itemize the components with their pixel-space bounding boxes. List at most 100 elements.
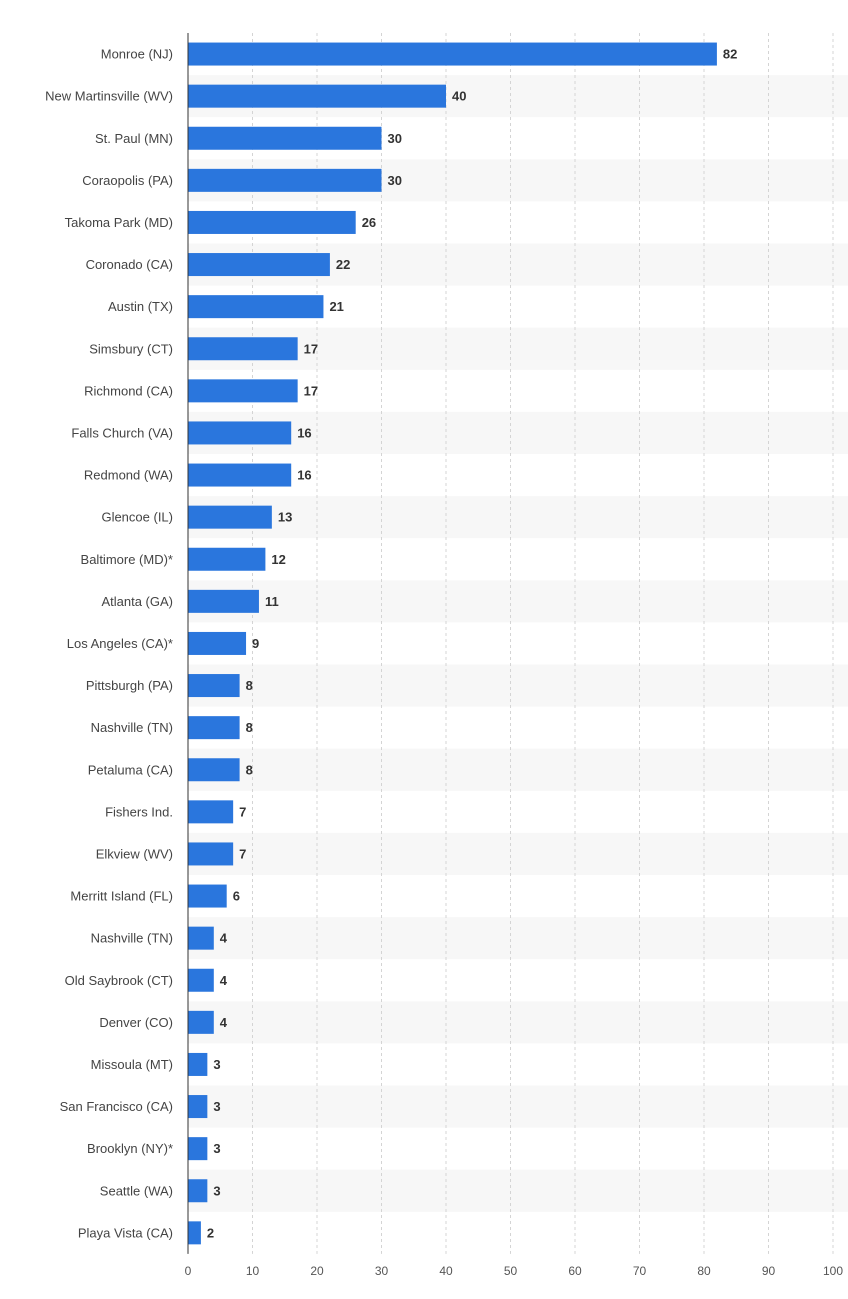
row-stripe (188, 580, 848, 623)
category-label: New Martinsville (WV) (45, 89, 173, 104)
value-labels: 82 40 30 30 26 22 21 17 17 16 16 13 12 11 9 8 8 8 7 7 6 4 4 4 3 3… (207, 47, 737, 1241)
bar (188, 421, 292, 445)
bar (188, 547, 266, 571)
value-label: 26 (362, 215, 376, 230)
category-label: Baltimore (MD)* (81, 552, 173, 567)
category-label: Playa Vista (CA) (78, 1225, 173, 1240)
category-label: Glencoe (IL) (101, 510, 173, 525)
row-stripe (188, 664, 848, 707)
value-label: 8 (246, 720, 253, 735)
row-stripe (188, 1085, 848, 1128)
value-label: 7 (239, 846, 246, 861)
row-stripe (188, 917, 848, 960)
bar (188, 968, 214, 992)
value-label: 7 (239, 804, 246, 819)
value-label: 11 (265, 594, 279, 609)
x-tick-label: 70 (633, 1264, 647, 1278)
category-label: Brooklyn (NY)* (87, 1141, 173, 1156)
bar (188, 1137, 208, 1161)
bar (188, 674, 240, 698)
row-stripe (188, 748, 848, 791)
x-tick-label: 20 (310, 1264, 324, 1278)
category-label: Monroe (NJ) (101, 47, 173, 62)
value-label: 30 (388, 131, 402, 146)
bar (188, 926, 214, 950)
bar (188, 42, 717, 66)
value-label: 16 (297, 468, 311, 483)
row-stripes (188, 75, 848, 1212)
value-label: 21 (329, 299, 343, 314)
value-label: 8 (246, 762, 253, 777)
x-tick-label: 30 (375, 1264, 389, 1278)
value-label: 3 (213, 1183, 220, 1198)
bar (188, 379, 298, 403)
value-label: 17 (304, 341, 318, 356)
x-tick-label: 50 (504, 1264, 518, 1278)
x-axis-ticks: 0 10 20 30 40 50 60 70 80 90 100 (185, 1264, 844, 1278)
value-label: 16 (297, 425, 311, 440)
category-label: St. Paul (MN) (95, 131, 173, 146)
category-label: Old Saybrook (CT) (65, 973, 173, 988)
x-tick-label: 0 (185, 1264, 192, 1278)
value-label: 8 (246, 678, 253, 693)
category-label: Nashville (TN) (91, 931, 173, 946)
bar (188, 84, 446, 108)
bar (188, 505, 272, 529)
bar (188, 1010, 214, 1034)
bar (188, 295, 324, 319)
x-tick-label: 60 (568, 1264, 582, 1278)
x-tick-label: 40 (439, 1264, 453, 1278)
row-stripe (188, 1169, 848, 1212)
value-label: 3 (213, 1057, 220, 1072)
value-label: 4 (220, 1015, 228, 1030)
category-label: Takoma Park (MD) (65, 215, 173, 230)
category-label: Denver (CO) (99, 1015, 173, 1030)
bar (188, 1179, 208, 1203)
value-label: 2 (207, 1225, 214, 1240)
bar (188, 842, 234, 866)
category-label: Nashville (TN) (91, 720, 173, 735)
value-label: 22 (336, 257, 350, 272)
category-label: Redmond (WA) (84, 468, 173, 483)
value-label: 82 (723, 47, 737, 62)
value-label: 9 (252, 636, 259, 651)
category-label: Petaluma (CA) (88, 762, 173, 777)
row-stripe (188, 327, 848, 370)
value-label: 6 (233, 889, 240, 904)
category-labels: Monroe (NJ) New Martinsville (WV) St. Paul… (45, 47, 173, 1241)
value-label: 40 (452, 89, 466, 104)
value-label: 3 (213, 1141, 220, 1156)
category-label: Missoula (MT) (91, 1057, 173, 1072)
category-label: Merritt Island (FL) (70, 889, 173, 904)
bar (188, 1095, 208, 1119)
row-stripe (188, 1001, 848, 1044)
value-label: 30 (388, 173, 402, 188)
category-label: Simsbury (CT) (89, 341, 173, 356)
bar (188, 210, 356, 234)
value-label: 4 (220, 973, 228, 988)
bar (188, 631, 247, 655)
bar (188, 126, 382, 150)
category-label: Coraopolis (PA) (82, 173, 173, 188)
category-label: Richmond (CA) (84, 383, 173, 398)
bar (188, 337, 298, 361)
category-label: Austin (TX) (108, 299, 173, 314)
bar (188, 884, 227, 908)
value-label: 17 (304, 383, 318, 398)
category-label: Coronado (CA) (86, 257, 173, 272)
bar (188, 589, 259, 613)
value-label: 4 (220, 931, 228, 946)
bar (188, 253, 330, 277)
category-label: Pittsburgh (PA) (86, 678, 173, 693)
row-stripe (188, 496, 848, 539)
x-tick-label: 90 (762, 1264, 776, 1278)
category-label: San Francisco (CA) (60, 1099, 173, 1114)
category-label: Los Angeles (CA)* (67, 636, 173, 651)
bar (188, 1221, 201, 1245)
bar (188, 800, 234, 824)
category-label: Seattle (WA) (100, 1183, 173, 1198)
category-label: Falls Church (VA) (71, 425, 173, 440)
bar (188, 168, 382, 192)
category-label: Elkview (WV) (96, 846, 173, 861)
bars (188, 42, 717, 1245)
